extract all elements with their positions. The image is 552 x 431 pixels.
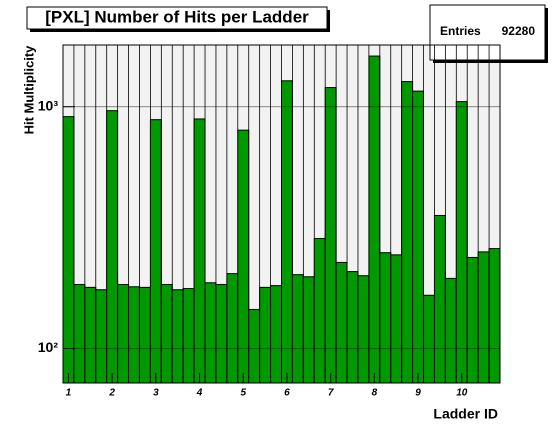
bar <box>73 283 86 384</box>
stats-box <box>429 4 546 61</box>
bar <box>444 277 457 384</box>
bar <box>488 248 501 384</box>
bar <box>248 308 261 384</box>
chart-title: [PXL] Number of Hits per Ladder <box>45 7 309 26</box>
bar <box>455 101 468 384</box>
x-tick-label: 10 <box>456 388 468 399</box>
bar <box>291 274 304 384</box>
bar <box>302 276 315 384</box>
bar <box>346 271 359 384</box>
bar <box>259 286 272 384</box>
bar <box>193 118 206 384</box>
bar <box>281 80 293 384</box>
bar <box>95 289 108 384</box>
bar <box>390 254 403 384</box>
x-tick-label: 1 <box>66 388 72 399</box>
x-tick-label: 8 <box>372 388 378 399</box>
x-tick-label: 6 <box>284 388 290 399</box>
bar <box>477 251 490 384</box>
title-box <box>26 6 328 30</box>
bar <box>117 283 130 384</box>
bar <box>270 285 283 384</box>
x-tick-label: 5 <box>240 388 246 399</box>
bar <box>412 90 425 384</box>
bar <box>379 252 392 384</box>
bar <box>106 110 119 384</box>
y-tick-label: 10² <box>38 339 59 355</box>
bar <box>62 116 75 384</box>
bar <box>335 261 348 384</box>
bar <box>313 238 326 384</box>
x-tick-label: 2 <box>108 388 115 399</box>
bar <box>466 256 479 384</box>
stats-label: Entries <box>440 24 481 38</box>
bar <box>324 87 337 384</box>
bar <box>171 289 184 384</box>
plot-border <box>62 44 501 384</box>
x-axis-label: Ladder ID <box>433 406 498 422</box>
x-tick-label: 9 <box>415 388 421 399</box>
bar <box>423 294 435 384</box>
x-tick-label: 7 <box>328 388 334 399</box>
bar <box>357 275 370 384</box>
bar <box>138 286 151 384</box>
bar <box>215 283 228 384</box>
bar <box>182 288 195 384</box>
bar <box>84 286 97 384</box>
bar <box>204 282 217 384</box>
y-axis-label: Hit Multiplicity <box>21 45 36 135</box>
y-tick-label: 10³ <box>38 97 59 113</box>
bar <box>237 129 250 384</box>
bar <box>433 214 446 384</box>
x-tick-label: 4 <box>196 388 203 399</box>
stats-value: 92280 <box>502 24 536 38</box>
bar <box>368 55 381 384</box>
bar <box>149 119 162 384</box>
bar <box>226 273 239 384</box>
bar <box>160 283 173 384</box>
bar <box>401 81 414 384</box>
bar <box>128 286 140 384</box>
x-tick-label: 3 <box>153 388 159 399</box>
